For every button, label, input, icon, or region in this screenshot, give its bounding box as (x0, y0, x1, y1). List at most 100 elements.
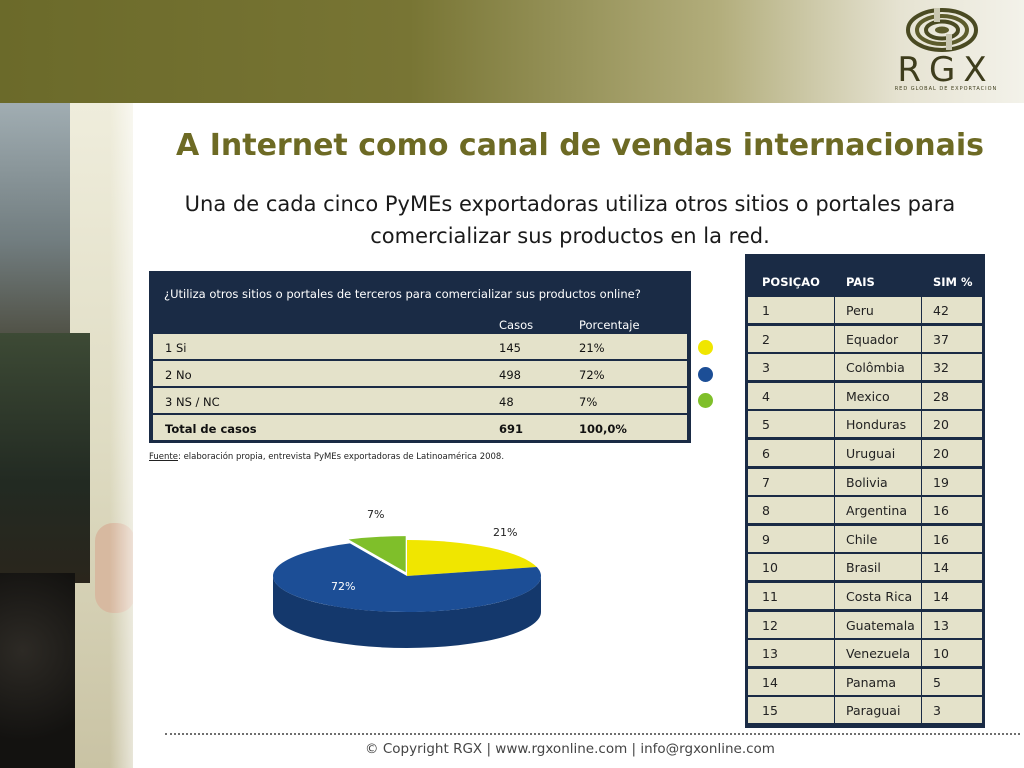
rank-row: 9 Chile 16 (748, 525, 982, 552)
rank-col-divider (834, 411, 835, 438)
rank-col-divider (834, 440, 835, 466)
pie-label-no: 72% (331, 580, 355, 593)
total-porcentaje: 100,0% (579, 422, 627, 436)
rank-percent: 42 (933, 303, 949, 318)
photo-fade (110, 103, 150, 768)
rank-position: 1 (762, 303, 770, 318)
rank-country: Peru (846, 303, 874, 318)
rank-col-divider (834, 297, 835, 323)
rank-country: Colômbia (846, 360, 905, 376)
rank-position: 9 (762, 531, 770, 547)
rank-percent: 28 (933, 388, 949, 404)
rank-percent: 20 (933, 417, 949, 433)
row-casos: 145 (499, 341, 521, 355)
rank-percent: 32 (933, 360, 949, 376)
rank-col-divider (834, 468, 835, 495)
survey-row: 3 NS / NC 48 7% (153, 388, 687, 413)
rank-row: 11 Costa Rica 14 (748, 583, 982, 609)
row-casos: 48 (499, 395, 514, 409)
rank-col-divider (921, 497, 922, 524)
rank-country: Venezuela (846, 646, 911, 662)
rank-position: 2 (762, 331, 770, 347)
rank-col-divider (834, 668, 835, 695)
footer-copyright: © Copyright RGX | www.rgxonline.com | in… (365, 741, 775, 757)
rank-position: 11 (762, 589, 778, 604)
pie-chart: 21% 72% 7% (273, 508, 541, 648)
rank-row: 13 Venezuela 10 (748, 640, 982, 667)
rank-col-divider (921, 697, 922, 724)
header-band (0, 0, 1024, 103)
rank-position: 15 (762, 703, 778, 719)
rank-col-divider (834, 354, 835, 381)
rank-col-divider (834, 583, 835, 609)
rank-col-divider (921, 468, 922, 495)
rank-position: 13 (762, 646, 778, 662)
rank-country: Uruguai (846, 446, 896, 461)
page-subtitle: Una de cada cinco PyMEs exportadoras uti… (140, 188, 1000, 252)
footer-divider (165, 733, 1020, 735)
rank-country: Equador (846, 331, 899, 347)
rank-col-divider (921, 611, 922, 638)
pie-slice-no (273, 543, 541, 612)
source-note: Fuente: elaboración propia, entrevista P… (149, 452, 504, 462)
row-porcentaje: 21% (579, 341, 605, 355)
ranking-table: POSIÇAO PAIS SIM % 1 Peru 42 2 Equador 37 3 Col… (745, 254, 985, 728)
rank-row: 1 Peru 42 (748, 297, 982, 323)
logo-wordmark: RGX (897, 50, 995, 90)
rank-col-divider (834, 382, 835, 409)
subtitle-line-2: comercializar sus productos en la red. (370, 224, 770, 248)
rank-col-divider (921, 354, 922, 381)
source-text: : elaboración propia, entrevista PyMEs e… (178, 452, 505, 462)
rank-col-divider (921, 554, 922, 581)
survey-row: 2 No 498 72% (153, 361, 687, 386)
rank-position: 10 (762, 560, 778, 576)
rank-col-divider (834, 611, 835, 638)
rank-col-divider (921, 583, 922, 609)
rank-percent: 13 (933, 617, 949, 633)
rank-country: Bolivia (846, 474, 888, 490)
rank-col-divider (834, 640, 835, 667)
row-casos: 498 (499, 368, 521, 382)
rank-row: 14 Panama 5 (748, 668, 982, 695)
rank-country: Paraguai (846, 703, 901, 719)
row-label: 2 No (165, 368, 192, 382)
pie-label-ns-nc: 7% (367, 508, 384, 521)
survey-table: ¿Utiliza otros sitios o portales de terc… (149, 271, 691, 443)
row-porcentaje: 72% (579, 368, 605, 382)
page-title: A Internet como canal de vendas internac… (176, 128, 984, 163)
pie-label-si: 21% (493, 526, 517, 539)
rank-row: 15 Paraguai 3 (748, 697, 982, 724)
rank-percent: 14 (933, 589, 949, 604)
rank-header-sim: SIM % (933, 275, 973, 289)
survey-question: ¿Utiliza otros sitios o portales de terc… (164, 287, 641, 301)
rank-col-divider (921, 382, 922, 409)
rank-country: Mexico (846, 388, 890, 404)
rank-col-divider (834, 554, 835, 581)
row-label: 3 NS / NC (165, 395, 220, 409)
rank-col-divider (834, 525, 835, 552)
rank-percent: 37 (933, 331, 949, 347)
rank-header-pais: PAIS (846, 275, 875, 289)
rank-country: Honduras (846, 417, 907, 433)
rank-col-divider (921, 640, 922, 667)
rank-percent: 3 (933, 703, 941, 719)
rank-position: 12 (762, 617, 778, 633)
rank-percent: 14 (933, 560, 949, 576)
rank-header-posicao: POSIÇAO (762, 275, 820, 289)
rank-country: Guatemala (846, 617, 915, 633)
total-label: Total de casos (165, 422, 257, 436)
rank-country: Chile (846, 531, 878, 547)
rank-percent: 20 (933, 446, 949, 461)
rank-position: 5 (762, 417, 770, 433)
rank-row: 6 Uruguai 20 (748, 440, 982, 466)
total-casos: 691 (499, 422, 524, 436)
rank-position: 14 (762, 674, 778, 690)
rank-percent: 16 (933, 531, 949, 547)
rank-col-divider (921, 440, 922, 466)
logo-tagline: RED GLOBAL DE EXPORTACION (894, 86, 998, 92)
rank-col-divider (834, 697, 835, 724)
row-porcentaje: 7% (579, 395, 598, 409)
rank-row: 10 Brasil 14 (748, 554, 982, 581)
source-label: Fuente (149, 452, 178, 462)
col-header-casos: Casos (499, 318, 534, 332)
